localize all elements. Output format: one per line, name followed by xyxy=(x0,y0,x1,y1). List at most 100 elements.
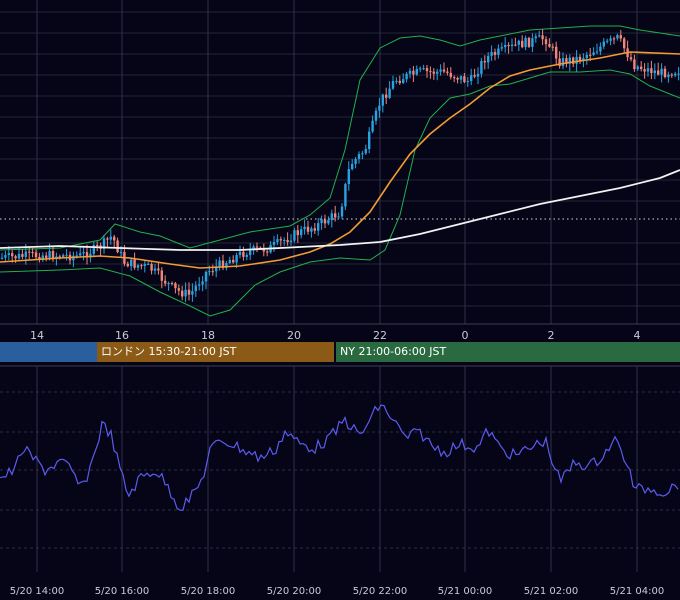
osc-x-tick-0: 5/20 14:00 xyxy=(10,586,64,597)
candle-105 xyxy=(357,154,361,160)
candle-15 xyxy=(51,251,55,260)
candle-173 xyxy=(589,54,592,56)
candle-120 xyxy=(408,70,412,74)
candle-128 xyxy=(436,71,439,74)
candle-181 xyxy=(616,35,619,39)
candle-84 xyxy=(286,239,289,243)
candle-140 xyxy=(476,73,480,77)
candle-155 xyxy=(527,37,531,47)
candle-142 xyxy=(483,61,486,63)
candle-146 xyxy=(497,48,500,55)
candle-115 xyxy=(391,81,395,89)
candle-129 xyxy=(439,69,442,72)
candle-60 xyxy=(204,271,208,282)
candle-183 xyxy=(623,38,626,49)
candle-67 xyxy=(228,259,231,264)
candle-28 xyxy=(96,245,99,247)
candle-114 xyxy=(388,88,391,98)
candle-3 xyxy=(11,253,14,257)
candle-174 xyxy=(592,52,595,55)
candle-197 xyxy=(670,74,673,76)
candle-126 xyxy=(429,71,432,73)
moving-average-long xyxy=(0,169,680,251)
candle-70 xyxy=(238,251,242,256)
candle-118 xyxy=(402,79,405,83)
candle-163 xyxy=(555,46,558,59)
candle-100 xyxy=(340,206,344,217)
candle-113 xyxy=(385,94,388,98)
candle-89 xyxy=(303,226,306,230)
candle-194 xyxy=(660,68,663,75)
candle-6 xyxy=(21,253,24,257)
candle-124 xyxy=(422,68,425,70)
candle-55 xyxy=(187,289,191,295)
osc-x-tick-3: 5/20 20:00 xyxy=(267,586,321,597)
candle-141 xyxy=(480,61,483,74)
candle-52 xyxy=(177,288,180,291)
candle-157 xyxy=(534,36,537,39)
bollinger-upper xyxy=(0,25,680,251)
candle-13 xyxy=(45,255,48,258)
candle-134 xyxy=(456,77,459,80)
candle-22 xyxy=(75,255,78,257)
candle-86 xyxy=(293,230,296,241)
price-x-tick-3: 20 xyxy=(287,329,301,342)
candle-25 xyxy=(85,252,89,258)
candle-135 xyxy=(459,76,463,80)
candle-30 xyxy=(102,238,106,249)
candle-35 xyxy=(119,252,123,254)
candle-53 xyxy=(181,290,184,297)
candle-24 xyxy=(82,252,85,254)
candle-31 xyxy=(106,238,109,240)
candle-8 xyxy=(28,251,31,253)
candle-39 xyxy=(133,259,136,268)
candle-168 xyxy=(572,57,575,64)
candle-110 xyxy=(374,110,378,121)
candle-61 xyxy=(208,271,211,273)
candle-69 xyxy=(235,255,238,263)
candle-47 xyxy=(160,270,163,281)
candle-74 xyxy=(252,246,255,251)
candle-72 xyxy=(245,255,248,257)
candle-94 xyxy=(320,219,323,224)
candle-176 xyxy=(599,46,602,52)
candle-11 xyxy=(38,257,41,260)
candle-2 xyxy=(7,253,10,256)
candle-143 xyxy=(487,55,490,63)
candle-45 xyxy=(153,268,157,271)
candle-96 xyxy=(327,220,330,224)
candle-81 xyxy=(276,239,279,243)
candle-63 xyxy=(215,266,218,272)
price-x-tick-4: 22 xyxy=(373,329,387,342)
candle-83 xyxy=(283,239,286,241)
candle-87 xyxy=(296,230,299,236)
candle-108 xyxy=(368,131,371,150)
candle-121 xyxy=(412,70,415,75)
candle-150 xyxy=(510,44,514,47)
candle-102 xyxy=(347,169,350,185)
candle-189 xyxy=(643,69,646,72)
candle-122 xyxy=(415,68,418,75)
osc-x-tick-7: 5/21 04:00 xyxy=(610,586,664,597)
candle-51 xyxy=(174,283,177,289)
candle-1 xyxy=(4,255,7,258)
moving-average-short xyxy=(0,51,680,269)
osc-x-tick-2: 5/20 18:00 xyxy=(181,586,235,597)
candle-160 xyxy=(544,39,548,45)
candle-4 xyxy=(14,256,17,259)
candle-116 xyxy=(395,80,398,82)
candle-80 xyxy=(272,242,276,245)
osc-x-tick-6: 5/21 02:00 xyxy=(524,586,578,597)
candle-180 xyxy=(612,38,616,40)
candle-196 xyxy=(667,74,670,78)
candles xyxy=(0,29,680,303)
candle-38 xyxy=(130,259,133,267)
price-grid xyxy=(0,0,680,324)
candle-185 xyxy=(629,57,633,60)
candle-161 xyxy=(548,44,551,47)
candle-48 xyxy=(164,280,167,284)
candle-65 xyxy=(221,260,225,269)
price-x-tick-6: 2 xyxy=(548,329,555,342)
candle-111 xyxy=(378,105,381,111)
candle-43 xyxy=(147,263,150,265)
